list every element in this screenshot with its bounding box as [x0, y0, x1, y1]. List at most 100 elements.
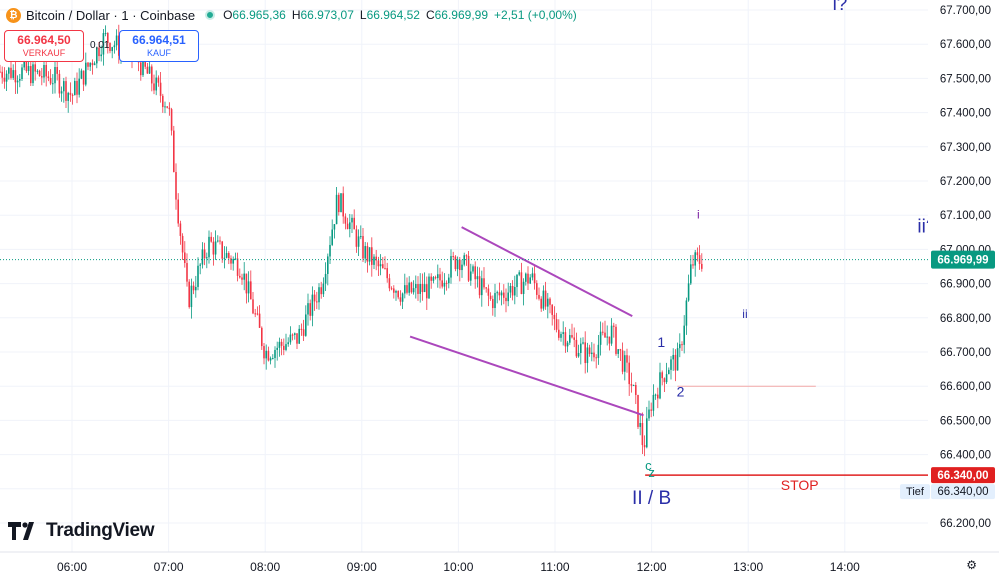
candle: [375, 249, 377, 271]
candle: [318, 283, 320, 310]
candle: [646, 406, 648, 449]
candle: [223, 246, 226, 269]
price-tick-label: 67.400,00: [940, 108, 991, 120]
candle: [500, 290, 503, 306]
candle: [197, 257, 199, 291]
candle: [186, 253, 188, 287]
candle: [100, 45, 102, 62]
candle: [417, 276, 419, 301]
candle: [465, 254, 468, 266]
candle: [443, 273, 446, 295]
candle: [250, 270, 252, 300]
symbol-title[interactable]: Bitcoin / Dollar · 1 · Coinbase: [26, 7, 196, 23]
candle: [569, 328, 571, 345]
candle: [456, 256, 459, 277]
candle: [344, 213, 347, 230]
candle: [311, 286, 314, 327]
candle: [610, 318, 613, 346]
candle: [342, 186, 344, 224]
candle: [91, 59, 94, 75]
candle: [637, 394, 639, 429]
candle: [617, 349, 619, 358]
candle: [19, 73, 21, 88]
candle: [162, 93, 164, 113]
candle: [564, 327, 567, 353]
wave-label: II / B: [632, 488, 671, 509]
candle: [49, 69, 52, 86]
candle: [551, 304, 553, 326]
sell-button[interactable]: 66.964,50 VERKAUF: [4, 30, 84, 62]
candle: [285, 333, 287, 352]
candle: [155, 70, 157, 96]
candle: [258, 305, 261, 328]
candle: [641, 412, 644, 455]
candle: [203, 242, 206, 266]
candle: [313, 290, 316, 311]
candle: [654, 393, 657, 400]
candle: [683, 315, 685, 354]
candle: [148, 60, 151, 74]
candle: [14, 58, 17, 94]
wedge-pattern[interactable]: [409, 226, 644, 417]
candle: [463, 252, 465, 267]
candle: [34, 59, 36, 81]
buy-button[interactable]: 66.964,51 KAUF: [119, 30, 199, 62]
candle: [599, 321, 602, 356]
candle: [349, 213, 351, 238]
candle: [192, 281, 195, 295]
candle: [668, 367, 670, 375]
candle: [582, 337, 584, 345]
candle: [146, 62, 149, 74]
settings-gear-icon[interactable]: ⚙: [966, 558, 977, 572]
candle: [71, 93, 74, 105]
time-axis[interactable]: 06:00 07:00 08:00 09:00 10:00 11:00 12:00 13:00…: [0, 551, 999, 578]
candle: [96, 46, 98, 69]
candle: [540, 296, 542, 312]
candle: [428, 273, 430, 299]
candle: [674, 349, 677, 382]
candle: [624, 350, 626, 381]
candle: [115, 29, 118, 51]
candle: [283, 338, 285, 356]
price-axis[interactable]: 66.200,0066.300,0066.400,0066.500,0066.6…: [900, 0, 999, 552]
candle: [529, 274, 531, 285]
candle: [492, 295, 494, 316]
candle: [687, 274, 690, 302]
candle: [170, 107, 173, 136]
candle: [408, 276, 410, 296]
ohlc-high: H66.973,07: [291, 8, 354, 22]
candle: [586, 342, 589, 373]
stop-price-badge: [931, 467, 995, 484]
candle: [555, 312, 558, 333]
candle: [267, 346, 270, 362]
candle: [423, 272, 426, 293]
price-tick-label: 66.400,00: [940, 450, 991, 462]
candle: [69, 82, 72, 102]
candle: [476, 266, 479, 288]
candle: [36, 69, 39, 75]
price-tick-label: 66.600,00: [940, 381, 991, 393]
candle: [415, 275, 417, 299]
candle: [85, 52, 87, 87]
current-price-badge-text: 66.969,99: [937, 255, 988, 267]
buy-label: KAUF: [146, 48, 171, 58]
tradingview-logo[interactable]: TradingView: [8, 520, 155, 542]
wedge-upper-line: [461, 226, 633, 317]
candle: [390, 286, 393, 291]
candle: [206, 252, 208, 269]
candle: [432, 276, 435, 284]
candle: [362, 228, 364, 263]
candle: [346, 217, 349, 230]
candle: [294, 332, 296, 340]
candle: [98, 42, 100, 62]
candle: [371, 237, 373, 277]
low-price-badge-text: 66.340,00: [937, 486, 988, 498]
candle: [489, 292, 492, 301]
candle: [452, 251, 454, 261]
candle: [566, 340, 569, 353]
price-tick-label: 66.500,00: [940, 415, 991, 427]
candle: [498, 282, 501, 301]
candle: [355, 225, 358, 253]
